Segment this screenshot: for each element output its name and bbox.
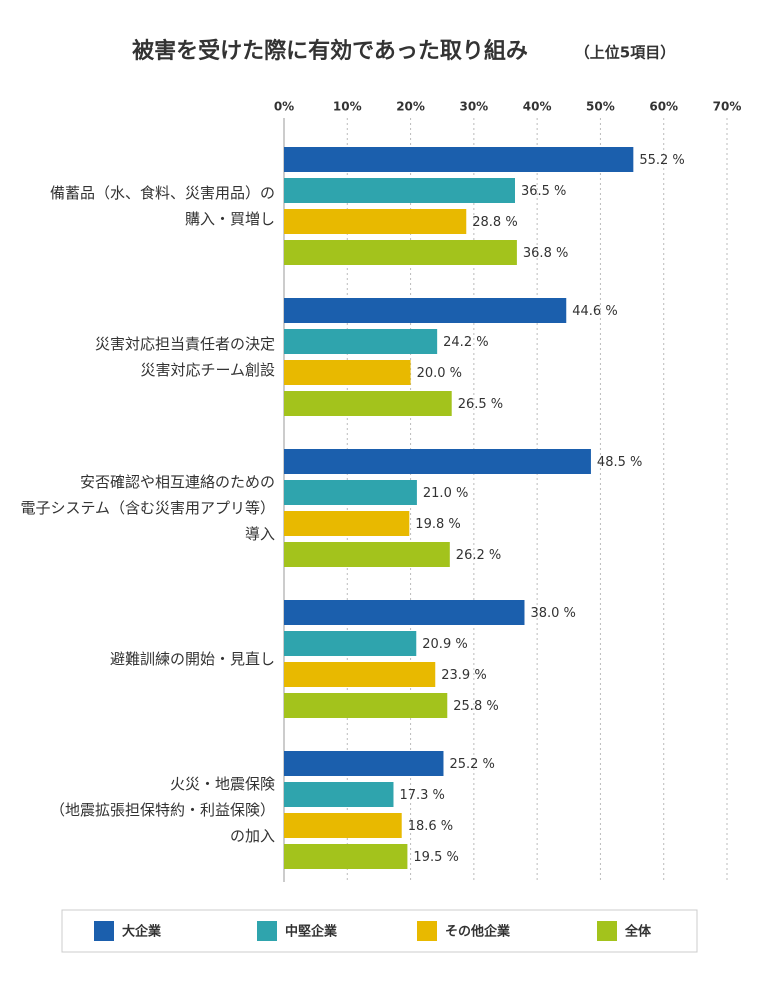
value-label: 26.2 % <box>456 548 501 563</box>
x-tick-label: 0% <box>274 100 294 114</box>
bar <box>284 209 467 234</box>
bar <box>284 600 525 625</box>
bar <box>284 844 408 869</box>
bar <box>284 298 567 323</box>
category-label: 安否確認や相互連絡のための 電子システム（含む災害用アプリ等） 導入 <box>20 473 275 543</box>
x-tick-label: 20% <box>396 100 425 114</box>
value-label: 38.0 % <box>530 606 575 621</box>
bar <box>284 240 517 265</box>
legend-swatch <box>257 921 277 941</box>
legend-swatch <box>417 921 437 941</box>
bar <box>284 329 438 354</box>
legend-label: 大企業 <box>122 924 162 940</box>
bar <box>284 480 417 505</box>
value-label: 23.9 % <box>441 668 486 683</box>
value-label: 25.8 % <box>453 699 498 714</box>
category-label: 火災・地震保険 （地震拡張担保特約・利益保険） の加入 <box>49 775 275 845</box>
value-label: 24.2 % <box>443 335 488 350</box>
category-label: 災害対応担当責任者の決定 災害対応チーム創設 <box>94 335 275 379</box>
bar <box>284 360 411 385</box>
chart-subtitle: （上位5項目） <box>575 44 675 62</box>
bar <box>284 542 450 567</box>
bar <box>284 782 394 807</box>
bar <box>284 693 448 718</box>
x-tick-label: 10% <box>333 100 362 114</box>
value-label: 20.9 % <box>422 637 467 652</box>
value-label: 44.6 % <box>572 304 617 319</box>
value-label: 21.0 % <box>423 486 468 501</box>
chart-title: 被害を受けた際に有効であった取り組み <box>132 38 528 64</box>
bar <box>284 511 410 536</box>
bar <box>284 813 402 838</box>
legend-label: 中堅企業 <box>285 924 338 940</box>
value-label: 55.2 % <box>639 153 684 168</box>
x-tick-label: 50% <box>586 100 615 114</box>
value-label: 19.8 % <box>415 517 460 532</box>
legend-label: 全体 <box>624 924 652 940</box>
bar <box>284 147 634 172</box>
x-tick-label: 70% <box>713 100 742 114</box>
value-label: 26.5 % <box>458 397 503 412</box>
bar <box>284 178 515 203</box>
x-tick-label: 40% <box>523 100 552 114</box>
bar <box>284 449 591 474</box>
bar <box>284 751 444 776</box>
value-label: 18.6 % <box>408 819 453 834</box>
legend-swatch <box>94 921 114 941</box>
bar <box>284 631 417 656</box>
legend-box <box>61 909 698 953</box>
category-label: 備蓄品（水、食料、災害用品）の 購入・買増し <box>49 184 275 228</box>
x-tick-label: 60% <box>649 100 678 114</box>
value-label: 17.3 % <box>399 788 444 803</box>
bar <box>284 662 436 687</box>
x-tick-label: 30% <box>459 100 488 114</box>
category-label: 避難訓練の開始・見直し <box>109 650 275 668</box>
legend-label: その他企業 <box>445 924 511 940</box>
bar <box>284 391 452 416</box>
legend-swatch <box>597 921 617 941</box>
value-label: 48.5 % <box>597 455 642 470</box>
value-label: 28.8 % <box>472 215 517 230</box>
value-label: 20.0 % <box>417 366 462 381</box>
value-label: 19.5 % <box>413 850 458 865</box>
value-label: 25.2 % <box>449 757 494 772</box>
value-label: 36.5 % <box>521 184 566 199</box>
value-label: 36.8 % <box>523 246 568 261</box>
